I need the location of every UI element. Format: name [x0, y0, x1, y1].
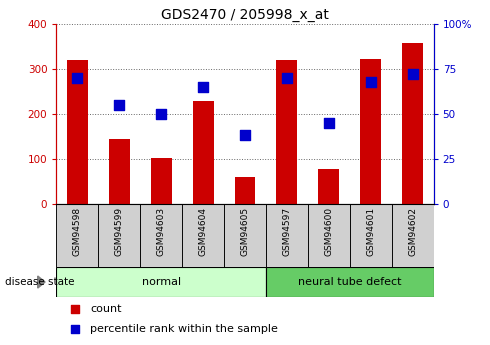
Bar — [182, 204, 224, 267]
Text: neural tube defect: neural tube defect — [298, 277, 402, 287]
Bar — [56, 267, 266, 297]
Bar — [151, 158, 171, 204]
Text: GSM94602: GSM94602 — [408, 207, 417, 256]
Text: GSM94605: GSM94605 — [241, 207, 249, 256]
Text: GSM94598: GSM94598 — [73, 207, 82, 256]
Text: disease state: disease state — [5, 277, 74, 287]
Bar — [308, 204, 350, 267]
Point — [115, 102, 123, 108]
Bar — [276, 60, 297, 204]
Point — [74, 75, 81, 81]
Text: percentile rank within the sample: percentile rank within the sample — [90, 324, 278, 334]
Point — [72, 326, 79, 332]
Title: GDS2470 / 205998_x_at: GDS2470 / 205998_x_at — [161, 8, 329, 22]
Point — [409, 72, 416, 77]
Text: GSM94599: GSM94599 — [115, 207, 124, 256]
Text: GSM94601: GSM94601 — [366, 207, 375, 256]
Point — [325, 120, 333, 126]
Text: normal: normal — [142, 277, 181, 287]
Bar — [109, 139, 130, 204]
Text: GSM94604: GSM94604 — [198, 207, 208, 256]
Bar — [140, 204, 182, 267]
Bar — [350, 204, 392, 267]
Point — [199, 84, 207, 90]
Bar — [360, 59, 381, 204]
Bar — [266, 204, 308, 267]
Point — [241, 132, 249, 138]
Bar — [402, 43, 423, 204]
Bar — [235, 177, 255, 204]
Bar — [98, 204, 140, 267]
Bar — [392, 204, 434, 267]
Point — [367, 79, 375, 84]
Bar — [56, 204, 98, 267]
Point — [283, 75, 291, 81]
Text: GSM94597: GSM94597 — [282, 207, 292, 256]
Bar — [224, 204, 266, 267]
Bar — [67, 60, 88, 204]
Point — [72, 306, 79, 312]
Bar — [193, 101, 214, 204]
Point — [157, 111, 165, 117]
Bar — [318, 169, 339, 204]
Text: GSM94600: GSM94600 — [324, 207, 333, 256]
Text: count: count — [90, 304, 122, 314]
Bar — [266, 267, 434, 297]
Text: GSM94603: GSM94603 — [157, 207, 166, 256]
